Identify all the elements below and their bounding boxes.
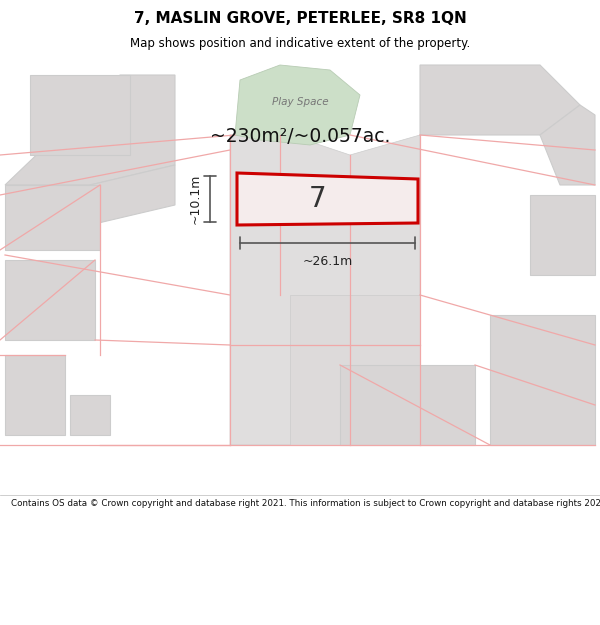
Polygon shape: [237, 173, 418, 225]
Polygon shape: [5, 260, 95, 340]
Polygon shape: [490, 315, 595, 445]
Polygon shape: [30, 75, 130, 155]
Polygon shape: [5, 185, 100, 250]
Polygon shape: [90, 165, 175, 225]
Polygon shape: [530, 195, 595, 275]
Text: Play Space: Play Space: [272, 97, 328, 107]
Polygon shape: [290, 295, 420, 445]
Text: ~230m²/~0.057ac.: ~230m²/~0.057ac.: [210, 127, 390, 146]
Polygon shape: [5, 75, 175, 185]
Polygon shape: [70, 395, 110, 435]
Text: Map shows position and indicative extent of the property.: Map shows position and indicative extent…: [130, 38, 470, 51]
Polygon shape: [230, 135, 420, 445]
Text: ~10.1m: ~10.1m: [189, 174, 202, 224]
Polygon shape: [420, 65, 580, 135]
Polygon shape: [340, 365, 475, 445]
Polygon shape: [5, 355, 65, 435]
Text: Contains OS data © Crown copyright and database right 2021. This information is : Contains OS data © Crown copyright and d…: [11, 499, 600, 508]
Text: 7, MASLIN GROVE, PETERLEE, SR8 1QN: 7, MASLIN GROVE, PETERLEE, SR8 1QN: [134, 11, 466, 26]
Text: 7: 7: [308, 185, 326, 213]
Polygon shape: [235, 65, 360, 145]
Text: ~26.1m: ~26.1m: [302, 255, 353, 268]
Polygon shape: [540, 105, 595, 185]
